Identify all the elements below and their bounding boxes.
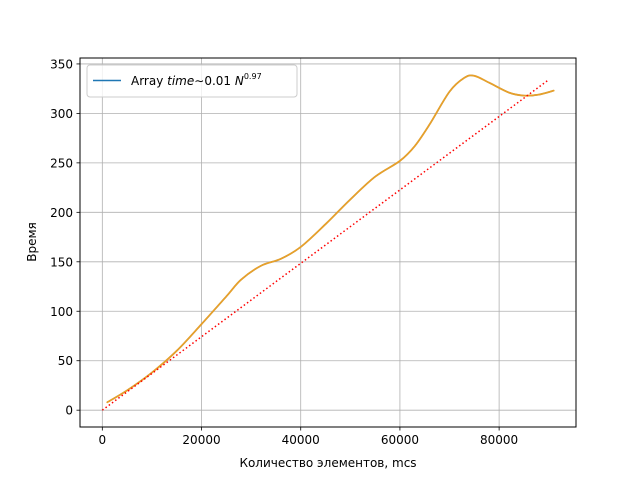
y-axis-label: Время bbox=[25, 222, 39, 262]
series-lines bbox=[101, 74, 555, 411]
y-tick-label: 350 bbox=[50, 57, 73, 71]
y-tick-label: 300 bbox=[50, 107, 73, 121]
legend-label: Array time∼0.01 N0.97 bbox=[131, 72, 262, 88]
x-tick-label: 60000 bbox=[381, 433, 419, 447]
legend: Array time∼0.01 N0.97 bbox=[86, 64, 298, 98]
axis-ticks: 0 20000 40000 60000 80000 0 50 100 150 200 250 300 3… bbox=[50, 57, 518, 447]
plot-frame bbox=[79, 57, 577, 428]
y-tick-label: 50 bbox=[58, 354, 73, 368]
x-tick-label: 0 bbox=[98, 433, 106, 447]
x-tick-label: 40000 bbox=[282, 433, 320, 447]
grid bbox=[80, 58, 576, 427]
y-tick-label: 0 bbox=[65, 404, 73, 418]
y-tick-label: 200 bbox=[50, 206, 73, 220]
y-tick-label: 100 bbox=[50, 305, 73, 319]
legend-label-n: N bbox=[235, 74, 244, 88]
series-line-array bbox=[106, 74, 555, 404]
legend-label-prefix: Array bbox=[131, 74, 167, 88]
fit-trend-line bbox=[101, 79, 550, 411]
legend-label-exponent: 0.97 bbox=[244, 72, 262, 81]
x-axis-label: Количество элементов, mcs bbox=[239, 456, 416, 470]
y-tick-label: 150 bbox=[50, 255, 73, 269]
x-tick-label: 80000 bbox=[480, 433, 518, 447]
y-tick-label: 250 bbox=[50, 156, 73, 170]
legend-label-time: time bbox=[167, 74, 194, 88]
legend-label-mid: ∼0.01 bbox=[194, 74, 235, 88]
x-tick-label: 20000 bbox=[182, 433, 220, 447]
legend-box bbox=[86, 64, 298, 98]
